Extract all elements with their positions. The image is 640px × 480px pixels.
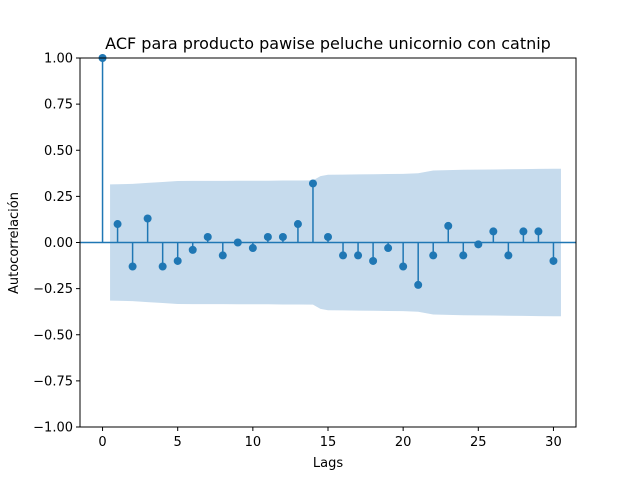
acf-point-lag-18 bbox=[369, 256, 378, 265]
acf-point-lag-6 bbox=[188, 245, 197, 254]
y-axis-ticks: −1.00 −0.75 −0.50 −0.25 0.00 0.25 0.50 0.75 1.00 bbox=[33, 52, 80, 436]
x-axis-ticks: 0 5 10 15 20 25 30 bbox=[98, 427, 562, 450]
y-tick-label: 0.75 bbox=[44, 98, 73, 113]
acf-point-lag-24 bbox=[459, 251, 468, 260]
acf-point-lag-17 bbox=[354, 251, 363, 260]
acf-point-lag-23 bbox=[444, 221, 453, 230]
acf-point-lag-4 bbox=[158, 262, 167, 271]
y-tick-label: 0.50 bbox=[44, 144, 73, 159]
acf-point-lag-29 bbox=[534, 227, 543, 236]
acf-point-lag-20 bbox=[399, 262, 408, 271]
acf-point-lag-19 bbox=[384, 244, 393, 253]
x-tick-label: 30 bbox=[545, 435, 562, 450]
acf-point-lag-28 bbox=[519, 227, 528, 236]
acf-point-lag-14 bbox=[308, 179, 317, 188]
acf-point-lag-11 bbox=[263, 232, 272, 241]
y-tick-label: 1.00 bbox=[44, 52, 73, 67]
x-tick-label: 10 bbox=[245, 435, 262, 450]
y-axis-label: Autocorrelación bbox=[7, 192, 22, 294]
x-tick-label: 25 bbox=[470, 435, 487, 450]
acf-point-lag-8 bbox=[218, 251, 227, 260]
acf-point-lag-16 bbox=[339, 251, 348, 260]
x-tick-label: 20 bbox=[395, 435, 412, 450]
acf-point-lag-30 bbox=[549, 256, 558, 265]
markers-layer bbox=[98, 54, 558, 289]
y-tick-label: −0.25 bbox=[33, 282, 73, 297]
acf-point-lag-10 bbox=[248, 244, 257, 253]
acf-point-lag-3 bbox=[143, 214, 152, 223]
y-tick-label: −0.50 bbox=[33, 328, 73, 343]
chart-title: ACF para producto pawise peluche unicorn… bbox=[105, 34, 551, 53]
acf-point-lag-12 bbox=[278, 232, 287, 241]
acf-point-lag-27 bbox=[504, 251, 513, 260]
acf-point-lag-5 bbox=[173, 256, 182, 265]
y-tick-label: 0.00 bbox=[44, 236, 73, 251]
y-tick-label: 0.25 bbox=[44, 190, 73, 205]
acf-point-lag-26 bbox=[489, 227, 498, 236]
acf-point-lag-9 bbox=[233, 238, 242, 247]
acf-point-lag-1 bbox=[113, 220, 122, 229]
acf-point-lag-7 bbox=[203, 232, 212, 241]
acf-point-lag-25 bbox=[474, 240, 483, 249]
y-tick-label: −0.75 bbox=[33, 374, 73, 389]
acf-point-lag-2 bbox=[128, 262, 137, 271]
acf-point-lag-15 bbox=[324, 232, 332, 241]
x-axis-label: Lags bbox=[313, 456, 343, 471]
y-tick-label: −1.00 bbox=[33, 421, 73, 436]
x-tick-label: 0 bbox=[98, 435, 106, 450]
acf-point-lag-13 bbox=[293, 220, 302, 229]
acf-point-lag-21 bbox=[414, 280, 423, 289]
x-tick-label: 5 bbox=[174, 435, 182, 450]
acf-point-lag-22 bbox=[429, 251, 438, 260]
x-tick-label: 15 bbox=[320, 435, 337, 450]
